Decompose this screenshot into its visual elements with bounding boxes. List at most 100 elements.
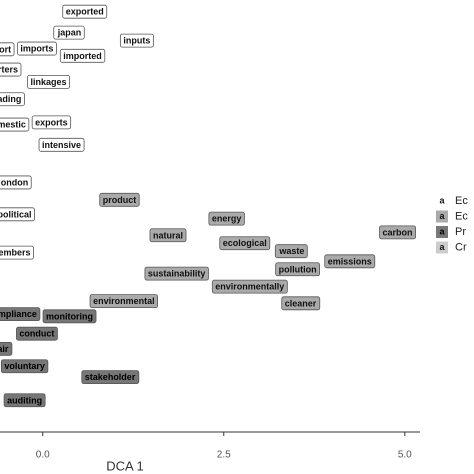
label-text: cleaner bbox=[285, 298, 317, 308]
point-label: imported bbox=[59, 48, 106, 63]
label-text: political bbox=[0, 209, 31, 219]
label-text: air bbox=[0, 344, 9, 354]
label-text: conduct bbox=[19, 329, 54, 339]
point-label: mestic bbox=[0, 117, 30, 132]
label-text: waste bbox=[278, 246, 304, 256]
label-box bbox=[0, 245, 34, 260]
point-label: inputs bbox=[119, 33, 154, 48]
label-box bbox=[208, 211, 245, 226]
label-box bbox=[149, 228, 187, 243]
point-label: mpliance bbox=[0, 307, 41, 322]
legend-key bbox=[436, 226, 448, 238]
label-text: emissions bbox=[328, 256, 372, 266]
label-text: japan bbox=[57, 28, 82, 38]
point-label: sustainability bbox=[144, 266, 209, 281]
point-label: energy bbox=[208, 211, 245, 226]
point-label: carbon bbox=[379, 225, 416, 240]
point-label: product bbox=[99, 192, 140, 207]
label-box bbox=[379, 225, 416, 240]
legend-key-text: a bbox=[439, 226, 445, 236]
label-box bbox=[281, 296, 321, 311]
point-label: waste bbox=[274, 244, 308, 259]
label-box bbox=[119, 33, 154, 48]
label-box bbox=[31, 115, 72, 130]
point-label: ecological bbox=[219, 236, 271, 251]
label-box bbox=[81, 370, 140, 385]
label-box bbox=[219, 236, 271, 251]
point-label: embers bbox=[0, 245, 34, 260]
label-box bbox=[274, 244, 308, 259]
label-box bbox=[0, 175, 32, 190]
point-label: rters bbox=[0, 62, 22, 77]
label-box bbox=[0, 92, 25, 107]
label-text: natural bbox=[153, 230, 183, 240]
x-tick-label: 5.0 bbox=[398, 450, 412, 461]
label-text: carbon bbox=[383, 227, 413, 237]
label-box bbox=[0, 341, 13, 356]
label-text: pollution bbox=[279, 264, 317, 274]
label-text: voluntary bbox=[4, 361, 45, 371]
label-text: product bbox=[103, 195, 137, 205]
label-text: imports bbox=[20, 44, 53, 54]
point-label: intensive bbox=[38, 137, 85, 152]
label-text: stakeholder bbox=[85, 372, 136, 382]
x-tick-label: 0.0 bbox=[36, 450, 50, 461]
legend-key bbox=[436, 241, 448, 254]
label-box bbox=[16, 326, 58, 341]
label-text: monitoring bbox=[46, 311, 93, 321]
point-label: ort bbox=[0, 42, 15, 57]
point-label: monitoring bbox=[42, 309, 97, 324]
point-label: linkages bbox=[27, 74, 70, 89]
legend-label: Ec bbox=[455, 210, 468, 222]
label-box bbox=[59, 48, 106, 63]
label-box bbox=[53, 25, 85, 40]
point-label: imports bbox=[17, 41, 57, 56]
point-label: voluntary bbox=[0, 359, 49, 374]
legend-label: Ec bbox=[455, 195, 468, 207]
point-label: emissions bbox=[324, 254, 376, 269]
legend-key bbox=[436, 195, 448, 207]
point-label: conduct bbox=[16, 326, 58, 341]
label-text: inputs bbox=[123, 36, 150, 46]
legend-label: Pr bbox=[455, 226, 466, 238]
label-box bbox=[62, 4, 108, 19]
label-text: environmentally bbox=[215, 282, 284, 292]
label-text: ort bbox=[0, 44, 11, 54]
label-box bbox=[17, 41, 57, 56]
label-box bbox=[42, 309, 97, 324]
label-text: auditing bbox=[7, 395, 42, 405]
point-label: auditing bbox=[3, 393, 46, 408]
label-box bbox=[144, 266, 209, 281]
label-text: imported bbox=[63, 51, 102, 61]
point-label: japan bbox=[53, 25, 85, 40]
point-label: cleaner bbox=[281, 296, 321, 311]
point-label: air bbox=[0, 341, 13, 356]
label-text: mestic bbox=[0, 120, 26, 130]
label-box bbox=[275, 262, 321, 277]
label-text: exported bbox=[66, 7, 104, 17]
point-label: exports bbox=[31, 115, 72, 130]
point-label: environmentally bbox=[211, 279, 288, 294]
label-text: linkages bbox=[31, 77, 67, 87]
label-box bbox=[0, 359, 49, 374]
point-label: ading bbox=[0, 92, 25, 107]
point-label: natural bbox=[149, 228, 187, 243]
label-box bbox=[89, 294, 158, 309]
label-box bbox=[27, 74, 70, 89]
point-label: exported bbox=[62, 4, 108, 19]
label-box bbox=[0, 117, 30, 132]
label-text: exports bbox=[35, 117, 68, 127]
label-box bbox=[3, 393, 46, 408]
label-text: embers bbox=[0, 248, 30, 258]
legend-key-text: a bbox=[439, 211, 445, 221]
label-text: intensive bbox=[42, 140, 81, 150]
label-box bbox=[0, 62, 22, 77]
label-text: ondon bbox=[1, 177, 29, 187]
legend-key bbox=[436, 210, 448, 223]
label-text: environmental bbox=[93, 296, 155, 306]
label-text: ecological bbox=[223, 238, 267, 248]
label-box bbox=[99, 192, 140, 207]
x-tick-label: 2.5 bbox=[217, 450, 231, 461]
point-label: environmental bbox=[89, 294, 158, 309]
